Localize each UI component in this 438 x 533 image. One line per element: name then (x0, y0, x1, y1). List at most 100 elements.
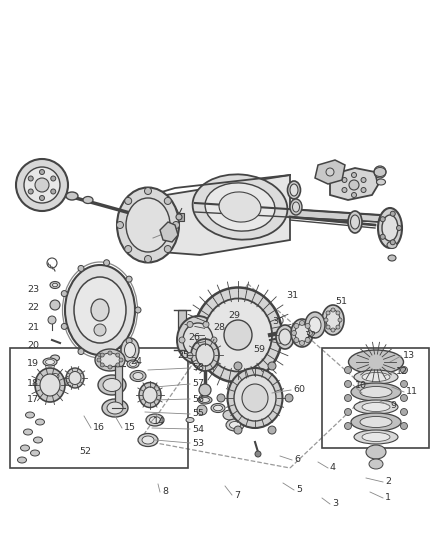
Circle shape (104, 260, 110, 266)
Circle shape (268, 426, 276, 434)
Ellipse shape (183, 323, 213, 357)
Ellipse shape (191, 339, 219, 371)
Ellipse shape (276, 325, 294, 349)
Ellipse shape (49, 372, 61, 380)
Ellipse shape (98, 375, 126, 395)
Ellipse shape (53, 283, 57, 287)
Text: 11: 11 (406, 387, 418, 397)
Ellipse shape (362, 373, 390, 382)
Ellipse shape (24, 429, 32, 435)
Ellipse shape (95, 349, 125, 371)
Ellipse shape (50, 281, 60, 288)
Circle shape (100, 353, 104, 357)
Ellipse shape (290, 199, 302, 215)
Ellipse shape (149, 416, 160, 424)
Circle shape (336, 311, 340, 315)
Text: 51: 51 (335, 297, 347, 306)
Ellipse shape (387, 241, 397, 248)
Text: 57: 57 (192, 379, 204, 389)
Ellipse shape (382, 215, 398, 241)
Circle shape (361, 188, 366, 192)
Circle shape (211, 337, 217, 343)
Circle shape (35, 178, 49, 192)
Circle shape (197, 405, 207, 415)
Bar (115, 366, 122, 408)
Circle shape (78, 265, 84, 271)
Ellipse shape (201, 398, 209, 402)
Circle shape (217, 394, 225, 402)
Circle shape (396, 225, 402, 230)
Circle shape (380, 217, 385, 222)
Ellipse shape (40, 374, 60, 396)
Circle shape (145, 255, 152, 262)
Ellipse shape (51, 374, 59, 378)
Ellipse shape (91, 299, 109, 321)
Circle shape (203, 353, 209, 359)
Ellipse shape (354, 370, 398, 384)
Circle shape (125, 197, 132, 205)
Ellipse shape (279, 329, 291, 345)
Text: 53: 53 (192, 439, 204, 448)
Circle shape (50, 300, 60, 310)
Text: 17: 17 (27, 395, 39, 405)
Circle shape (164, 197, 171, 205)
Ellipse shape (69, 372, 81, 384)
Circle shape (164, 246, 171, 253)
Circle shape (135, 307, 141, 313)
Ellipse shape (322, 305, 344, 335)
Circle shape (352, 192, 357, 198)
Ellipse shape (74, 277, 126, 343)
Ellipse shape (351, 383, 401, 401)
Text: 31: 31 (286, 290, 298, 300)
Text: 23: 23 (27, 286, 39, 295)
Ellipse shape (194, 287, 282, 383)
Bar (178, 310, 186, 350)
Circle shape (108, 365, 112, 369)
Ellipse shape (66, 192, 78, 200)
Circle shape (179, 337, 185, 343)
Ellipse shape (350, 215, 360, 229)
Ellipse shape (100, 353, 120, 367)
Ellipse shape (226, 419, 244, 431)
Circle shape (255, 451, 261, 457)
Text: 9: 9 (390, 400, 396, 409)
Text: 56: 56 (192, 394, 204, 403)
Ellipse shape (224, 320, 252, 350)
Ellipse shape (83, 197, 93, 204)
Circle shape (294, 324, 299, 328)
Text: 14: 14 (153, 417, 165, 426)
Circle shape (234, 362, 242, 370)
Ellipse shape (354, 430, 398, 444)
Text: 22: 22 (27, 303, 39, 312)
Circle shape (390, 211, 395, 216)
Ellipse shape (366, 445, 386, 459)
Circle shape (331, 308, 335, 312)
Text: 29: 29 (228, 311, 240, 319)
Polygon shape (160, 222, 178, 242)
Ellipse shape (117, 188, 179, 262)
Circle shape (145, 188, 152, 195)
Ellipse shape (354, 400, 398, 414)
Circle shape (94, 324, 106, 336)
Bar (10, 348, 188, 468)
Ellipse shape (124, 343, 135, 358)
Circle shape (16, 159, 68, 211)
Text: 21: 21 (27, 322, 39, 332)
Ellipse shape (31, 450, 39, 456)
Circle shape (300, 320, 304, 326)
Polygon shape (330, 168, 378, 200)
Ellipse shape (35, 368, 65, 402)
Circle shape (126, 338, 132, 344)
Text: 54: 54 (192, 424, 204, 433)
Text: 7: 7 (234, 490, 240, 499)
Text: 3: 3 (332, 499, 338, 508)
Text: 18: 18 (27, 378, 39, 387)
Ellipse shape (25, 412, 35, 418)
Ellipse shape (358, 423, 366, 427)
Circle shape (345, 408, 352, 416)
Ellipse shape (107, 402, 123, 414)
Circle shape (234, 426, 242, 434)
Circle shape (338, 318, 342, 322)
Polygon shape (135, 175, 290, 255)
Text: 10: 10 (355, 381, 367, 390)
